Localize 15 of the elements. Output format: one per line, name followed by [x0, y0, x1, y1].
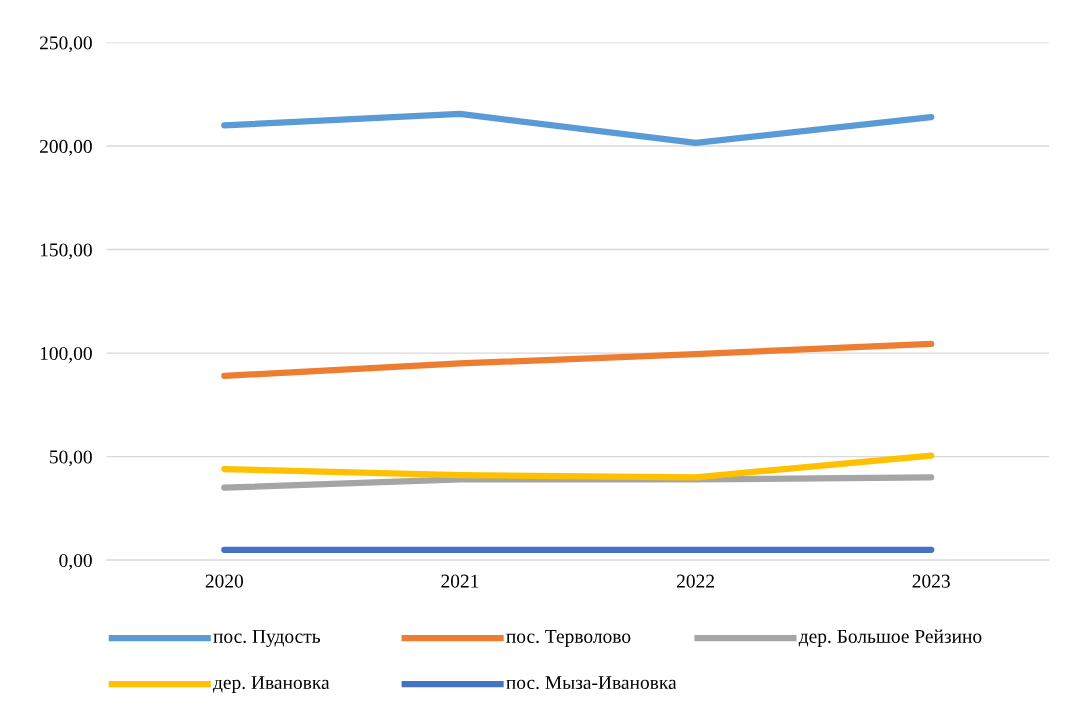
- y-tick-label: 250,00: [39, 36, 92, 53]
- y-tick-label: 50,00: [49, 450, 92, 467]
- x-tick-label: 2023: [912, 574, 950, 588]
- legend-label: пос. Терволово: [506, 630, 631, 647]
- y-tick-label: 150,00: [40, 243, 92, 260]
- y-tick-label: 100,00: [40, 346, 92, 363]
- y-tick-label: 200,00: [39, 139, 92, 156]
- x-tick-label: 2022: [676, 574, 714, 588]
- legend-label: дер. Ивановка: [213, 676, 330, 693]
- x-tick-label: 2020: [205, 574, 244, 588]
- legend-label: пос. Мыза-Ивановка: [506, 676, 677, 690]
- x-tick-label: 2021: [441, 574, 479, 588]
- legend-label: пос. Пудость: [213, 629, 321, 647]
- legend-label: дер. Большое Рейзино: [798, 629, 982, 647]
- y-tick-label: 0,00: [59, 553, 92, 570]
